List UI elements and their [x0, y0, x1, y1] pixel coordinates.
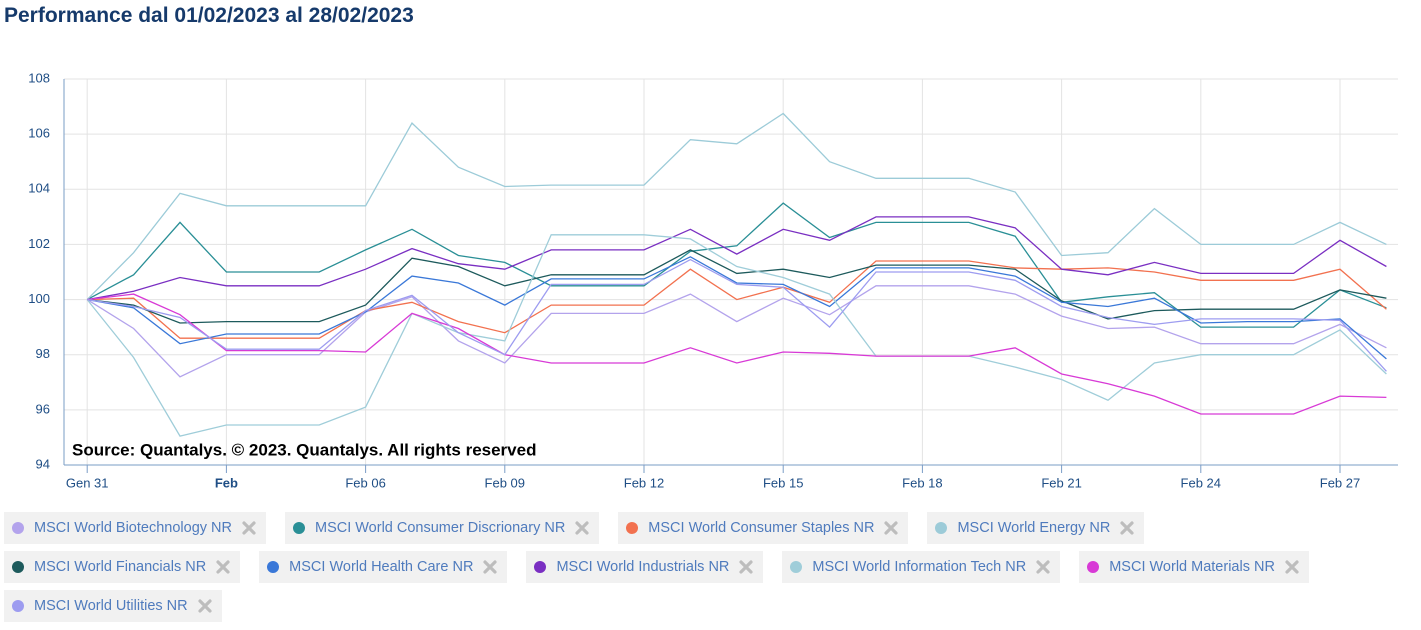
y-tick-label: 98	[36, 346, 50, 361]
y-tick-label: 96	[36, 401, 50, 416]
remove-cross	[216, 560, 230, 574]
series-line	[86, 234, 1387, 437]
remove-icon[interactable]	[1285, 560, 1299, 574]
remove-icon[interactable]	[216, 560, 230, 574]
x-tick-label: Feb 09	[485, 475, 525, 490]
series-line	[86, 285, 1387, 378]
legend-label: MSCI World Materials NR	[1109, 559, 1275, 575]
legend-label: MSCI World Utilities NR	[34, 598, 188, 614]
y-tick-label: 94	[36, 456, 50, 471]
legend-swatch	[790, 561, 803, 573]
legend-item[interactable]: MSCI World Energy NR	[927, 512, 1145, 544]
remove-icon[interactable]	[1036, 560, 1050, 574]
x-tick-label: Feb 18	[902, 475, 942, 490]
legend-item[interactable]: MSCI World Consumer Staples NR	[618, 512, 909, 544]
legend-swatch	[626, 522, 639, 534]
remove-icon[interactable]	[242, 521, 256, 535]
x-tick-label: Feb 15	[763, 475, 803, 490]
remove-icon[interactable]	[884, 521, 899, 535]
remove-cross	[575, 521, 589, 535]
legend-item[interactable]: MSCI World Health Care NR	[259, 551, 508, 583]
remove-cross	[739, 560, 754, 574]
x-tick-label: Feb 12	[624, 475, 664, 490]
remove-cross	[1036, 560, 1050, 574]
legend-label: MSCI World Energy NR	[957, 520, 1111, 536]
legend-swatch	[12, 600, 24, 612]
series-line	[87, 256, 1387, 360]
legend-item[interactable]: MSCI World Biotechnology NR	[4, 512, 266, 544]
legend-swatch	[534, 561, 547, 573]
y-tick-label: 108	[28, 70, 50, 85]
legend-swatch	[267, 561, 280, 573]
y-tick-label: 100	[28, 291, 50, 306]
series-line	[87, 249, 1387, 324]
legend-swatch	[12, 522, 24, 534]
legend-item[interactable]: MSCI World Industrials NR	[526, 551, 764, 583]
series-line	[86, 202, 1387, 328]
remove-icon[interactable]	[483, 560, 498, 574]
series-line	[87, 293, 1387, 415]
remove-cross	[1120, 521, 1134, 535]
legend-label: MSCI World Consumer Staples NR	[648, 520, 875, 536]
x-tick-label: Feb 06	[345, 475, 385, 490]
source-note: Source: Quantalys. © 2023. Quantalys. Al…	[72, 440, 536, 459]
y-tick-label: 106	[28, 126, 50, 141]
x-tick-label: Gen 31	[66, 475, 109, 490]
chart: 94 96 98 100 102 104 106 108 Gen 31 Feb Feb 06 Feb …	[28, 70, 1398, 490]
legend-label: MSCI World Health Care NR	[289, 559, 474, 575]
legend-swatch	[1087, 561, 1100, 573]
legend-item[interactable]: MSCI World Consumer Discrionary NR	[284, 512, 600, 544]
legend-item[interactable]: MSCI World Information Tech NR	[782, 551, 1061, 583]
remove-cross	[242, 521, 256, 535]
remove-cross	[1285, 560, 1299, 574]
chart-title: Performance dal 01/02/2023 al 28/02/2023	[4, 4, 414, 27]
remove-cross	[884, 521, 899, 535]
legend-item[interactable]: MSCI World Financials NR	[4, 551, 241, 583]
legend-item[interactable]: MSCI World Materials NR	[1079, 551, 1309, 583]
legend-item[interactable]: MSCI World Utilities NR	[4, 590, 222, 622]
x-tick-label: Feb 27	[1320, 475, 1360, 490]
remove-cross	[198, 599, 212, 613]
remove-icon[interactable]	[575, 521, 589, 535]
x-tick-label: Feb 21	[1041, 475, 1081, 490]
y-tick-label: 102	[28, 236, 50, 251]
legend-label: MSCI World Biotechnology NR	[34, 520, 232, 536]
legend-swatch	[12, 561, 24, 573]
legend-label: MSCI World Information Tech NR	[812, 559, 1027, 575]
series-line	[87, 216, 1387, 301]
remove-cross	[483, 560, 498, 574]
legend-swatch	[935, 522, 948, 534]
remove-icon[interactable]	[198, 599, 212, 613]
legend-label: MSCI World Industrials NR	[556, 559, 730, 575]
series-line	[86, 112, 1387, 301]
series-line	[87, 260, 1387, 339]
remove-icon[interactable]	[1120, 521, 1134, 535]
x-tick-label: Feb 24	[1181, 475, 1221, 490]
y-tick-label: 104	[28, 181, 50, 196]
x-tick-label: Feb	[215, 475, 238, 490]
legend-swatch	[292, 522, 305, 534]
legend-label: MSCI World Consumer Discrionary NR	[314, 520, 566, 536]
series-line	[87, 258, 1387, 372]
legend-label: MSCI World Financials NR	[34, 559, 207, 575]
legend: MSCI World Biotechnology NR MSCI World Co…	[4, 512, 1364, 622]
remove-icon[interactable]	[739, 560, 754, 574]
